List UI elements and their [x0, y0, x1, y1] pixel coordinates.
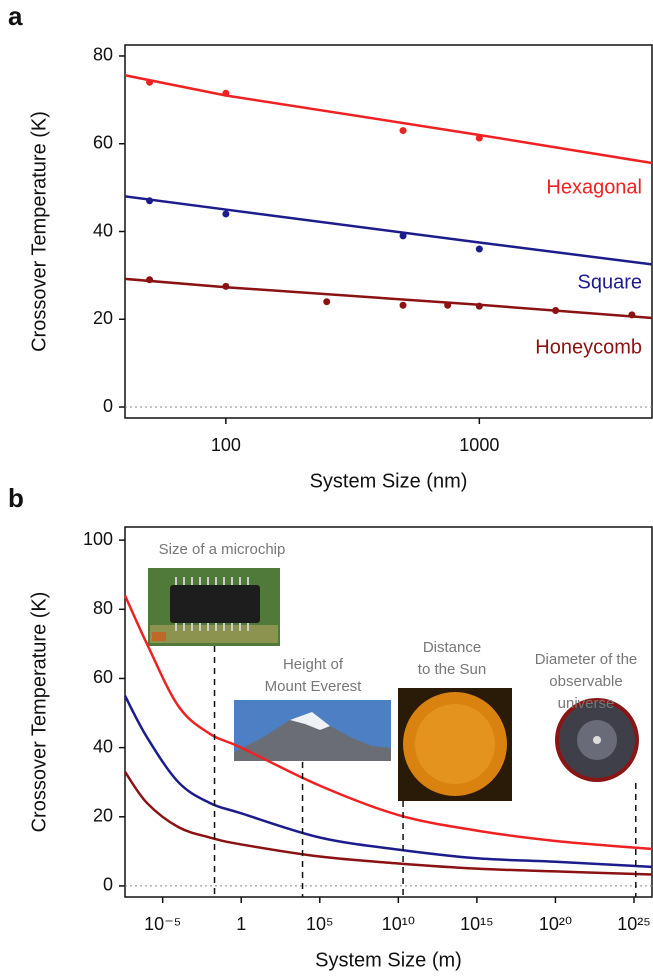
x-tick-label: 1000: [459, 435, 499, 455]
data-point: [222, 210, 230, 218]
data-point: [628, 311, 636, 319]
x-tick-label: 100: [211, 435, 241, 455]
annotation-text: Height of: [283, 656, 344, 673]
y-tick-label: 80: [93, 598, 113, 618]
data-point: [475, 302, 483, 310]
data-point: [399, 232, 407, 240]
annotation-text: Diameter of the: [535, 651, 638, 668]
data-point: [146, 276, 154, 284]
data-point: [552, 306, 560, 314]
series-label: Hexagonal: [546, 176, 642, 198]
x-tick-label: 10⁵: [306, 914, 333, 934]
data-point: [475, 134, 483, 142]
y-axis-title: Crossover Temperature (K): [28, 111, 50, 352]
curve: [123, 771, 653, 876]
x-axis-title: System Size (nm): [310, 470, 468, 492]
y-tick-label: 80: [93, 45, 113, 65]
data-point: [475, 245, 483, 253]
x-tick-label: 10¹⁰: [382, 914, 415, 934]
y-tick-label: 40: [93, 220, 113, 240]
curve: [123, 594, 653, 851]
x-tick-label: 1: [236, 914, 246, 934]
panel: b 0 20 40 60 80 100 10⁻⁵ 1 10⁵ 10¹⁰ 10¹⁵ 10²⁰ 10²⁵ Sys…: [8, 483, 653, 971]
annotation-text: observable: [549, 673, 622, 690]
y-tick-label: 60: [93, 132, 113, 152]
series-label: Honeycomb: [535, 336, 642, 358]
curve: [123, 695, 653, 869]
data-point: [222, 89, 230, 97]
annotation-text: Distance: [423, 639, 481, 656]
panel-letter: b: [8, 483, 24, 513]
annotation-text: Size of a microchip: [159, 541, 286, 558]
y-tick-label: 0: [103, 875, 113, 895]
annotation-text: Mount Everest: [265, 678, 363, 695]
x-tick-label: 10¹⁵: [460, 914, 493, 934]
y-tick-label: 20: [93, 308, 113, 328]
data-point: [399, 301, 407, 309]
fit-line: [124, 74, 653, 165]
y-tick-label: 0: [103, 396, 113, 416]
sun-picture: [398, 688, 512, 801]
x-tick-label: 10²⁰: [539, 914, 572, 934]
y-tick-label: 20: [93, 806, 113, 826]
panel-letter: a: [8, 1, 23, 31]
data-point: [146, 78, 154, 86]
x-tick-label: 10⁻⁵: [144, 914, 181, 934]
y-axis-title: Crossover Temperature (K): [28, 592, 50, 833]
fit-line: [124, 195, 653, 266]
x-axis-title: System Size (m): [315, 949, 462, 971]
data-point: [444, 301, 452, 309]
data-point: [222, 282, 230, 290]
mountain-picture: [234, 700, 391, 761]
annotation-text: to the Sun: [418, 661, 486, 678]
microchip-picture: [148, 568, 280, 646]
universe-picture: [555, 698, 639, 782]
y-tick-label: 40: [93, 736, 113, 756]
y-tick-label: 60: [93, 667, 113, 687]
annotation-text: universe: [558, 695, 615, 712]
plot-frame: [124, 526, 653, 898]
data-point: [399, 127, 407, 135]
x-tick-label: 10²⁵: [617, 914, 650, 934]
series-label: Square: [578, 271, 643, 293]
y-tick-label: 100: [83, 529, 113, 549]
fit-line: [124, 277, 653, 320]
panel: a 0 20 40 60 80 100 1000 System Size (nm) Crossov…: [8, 1, 653, 492]
data-point: [323, 298, 331, 306]
data-point: [146, 197, 154, 205]
